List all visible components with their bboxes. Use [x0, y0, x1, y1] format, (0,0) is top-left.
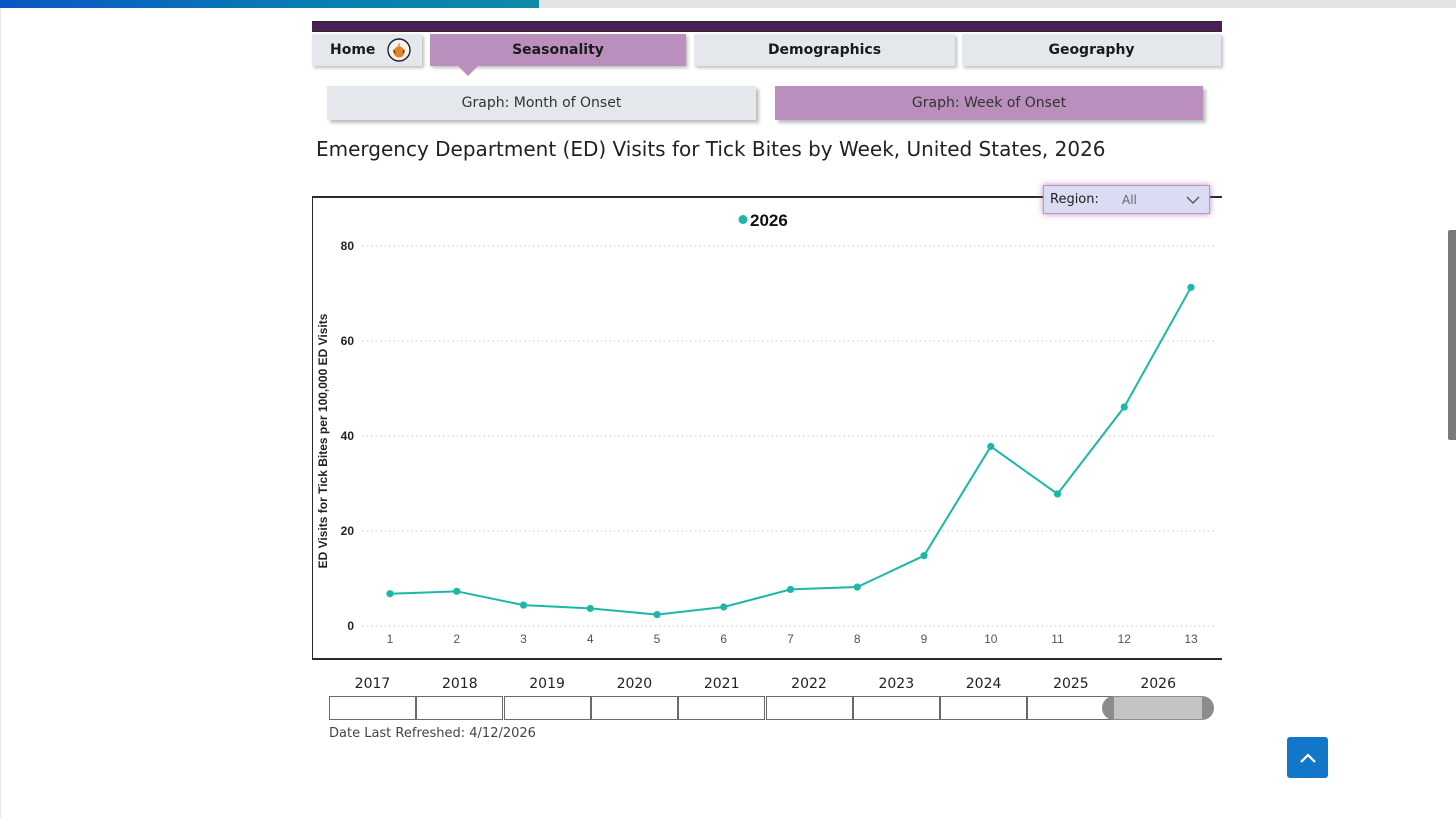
page-title: Emergency Department (ED) Visits for Tic…: [316, 137, 1106, 161]
back-to-top-button[interactable]: [1287, 737, 1328, 778]
y-tick-label: 0: [347, 619, 354, 633]
chevron-up-icon: [1299, 752, 1316, 763]
subtab-month-of-onset[interactable]: Graph: Month of Onset: [327, 86, 756, 120]
year-slider-handle[interactable]: [1114, 697, 1202, 719]
progress-fill: [0, 0, 539, 8]
year-label-2021[interactable]: 2021: [703, 676, 740, 692]
data-point[interactable]: [1120, 403, 1128, 411]
x-tick-label: 5: [654, 632, 661, 646]
year-cell-2017[interactable]: [329, 696, 416, 720]
data-point[interactable]: [853, 583, 861, 591]
subtab-month-label: Graph: Month of Onset: [461, 95, 622, 111]
x-tick-label: 2: [453, 632, 460, 646]
data-point[interactable]: [386, 590, 394, 598]
x-tick-label: 11: [1051, 632, 1064, 646]
series-line-2026: [389, 286, 1192, 616]
page-scrollbar[interactable]: [1448, 230, 1456, 440]
home-logo-icon: [387, 38, 412, 62]
data-point[interactable]: [586, 604, 594, 613]
tab-demographics-label: Demographics: [767, 42, 882, 58]
x-tick-label: 8: [854, 632, 861, 646]
region-label: Region:: [1050, 192, 1099, 207]
tab-geography-label: Geography: [1048, 42, 1135, 58]
year-label-2017[interactable]: 2017: [354, 676, 391, 692]
year-cell-2023[interactable]: [852, 696, 940, 720]
tab-seasonality[interactable]: Seasonality: [430, 34, 686, 66]
tab-home[interactable]: Home: [312, 34, 422, 66]
year-label-2018[interactable]: 2018: [441, 676, 478, 692]
year-label-2024[interactable]: 2024: [965, 676, 1002, 692]
y-tick-label: 20: [341, 524, 355, 538]
data-point[interactable]: [920, 552, 928, 560]
x-tick-label: 4: [587, 632, 594, 646]
x-tick-label: 6: [720, 632, 727, 646]
y-tick-label: 40: [341, 429, 355, 443]
data-point[interactable]: [653, 611, 661, 619]
active-tab-pointer: [458, 66, 478, 76]
region-dropdown[interactable]: Region: All: [1043, 185, 1210, 214]
year-label-2022[interactable]: 2022: [791, 676, 827, 692]
x-tick-label: 3: [520, 632, 527, 646]
chevron-down-icon: [1186, 196, 1200, 204]
subtab-week-of-onset[interactable]: Graph: Week of Onset: [775, 86, 1203, 120]
year-cell-2019[interactable]: [503, 696, 591, 720]
y-tick-label: 60: [341, 334, 355, 348]
x-tick-label: 13: [1184, 632, 1198, 646]
x-tick-label: 9: [921, 632, 928, 646]
year-cell-2022[interactable]: [765, 696, 853, 720]
x-tick-label: 12: [1118, 632, 1132, 646]
year-label-2026[interactable]: 2026: [1140, 676, 1176, 692]
data-point[interactable]: [1053, 490, 1062, 498]
year-label-2025[interactable]: 2025: [1053, 676, 1089, 692]
tab-geography[interactable]: Geography: [962, 34, 1221, 66]
x-tick-label: 10: [984, 632, 998, 646]
legend-marker: [738, 215, 748, 224]
chart-frame: [312, 196, 1222, 660]
date-last-refreshed: Date Last Refreshed: 4/12/2026: [329, 726, 536, 741]
year-cell-2025[interactable]: [1027, 696, 1115, 720]
year-label-2023[interactable]: 2023: [878, 676, 915, 692]
x-tick-label: 1: [387, 632, 394, 646]
year-cell-2024[interactable]: [940, 696, 1028, 720]
tab-seasonality-label: Seasonality: [512, 42, 604, 58]
year-cell-2020[interactable]: [590, 696, 678, 720]
y-tick-label: 80: [341, 239, 355, 253]
data-point[interactable]: [1187, 283, 1195, 291]
page-load-progress-bar: [0, 0, 1456, 8]
region-value: All: [1122, 192, 1137, 207]
data-point[interactable]: [519, 601, 528, 609]
year-cell-2018[interactable]: [416, 696, 504, 720]
tab-demographics[interactable]: Demographics: [694, 34, 955, 66]
legend-label[interactable]: 2026: [750, 211, 788, 230]
data-point[interactable]: [987, 442, 995, 451]
y-axis-title: ED Visits for Tick Bites per 100,000 ED …: [316, 313, 330, 568]
subtab-week-label: Graph: Week of Onset: [911, 95, 1067, 111]
data-point[interactable]: [786, 585, 795, 594]
year-label-2020[interactable]: 2020: [616, 676, 653, 692]
tab-home-label: Home: [330, 42, 376, 58]
year-cell-2021[interactable]: [678, 696, 766, 720]
data-point[interactable]: [453, 587, 461, 595]
report-header-band: [312, 21, 1222, 32]
left-divider: [0, 8, 1, 818]
data-point[interactable]: [720, 603, 728, 611]
year-label-2019[interactable]: 2019: [529, 676, 565, 692]
x-tick-label: 7: [787, 632, 794, 646]
